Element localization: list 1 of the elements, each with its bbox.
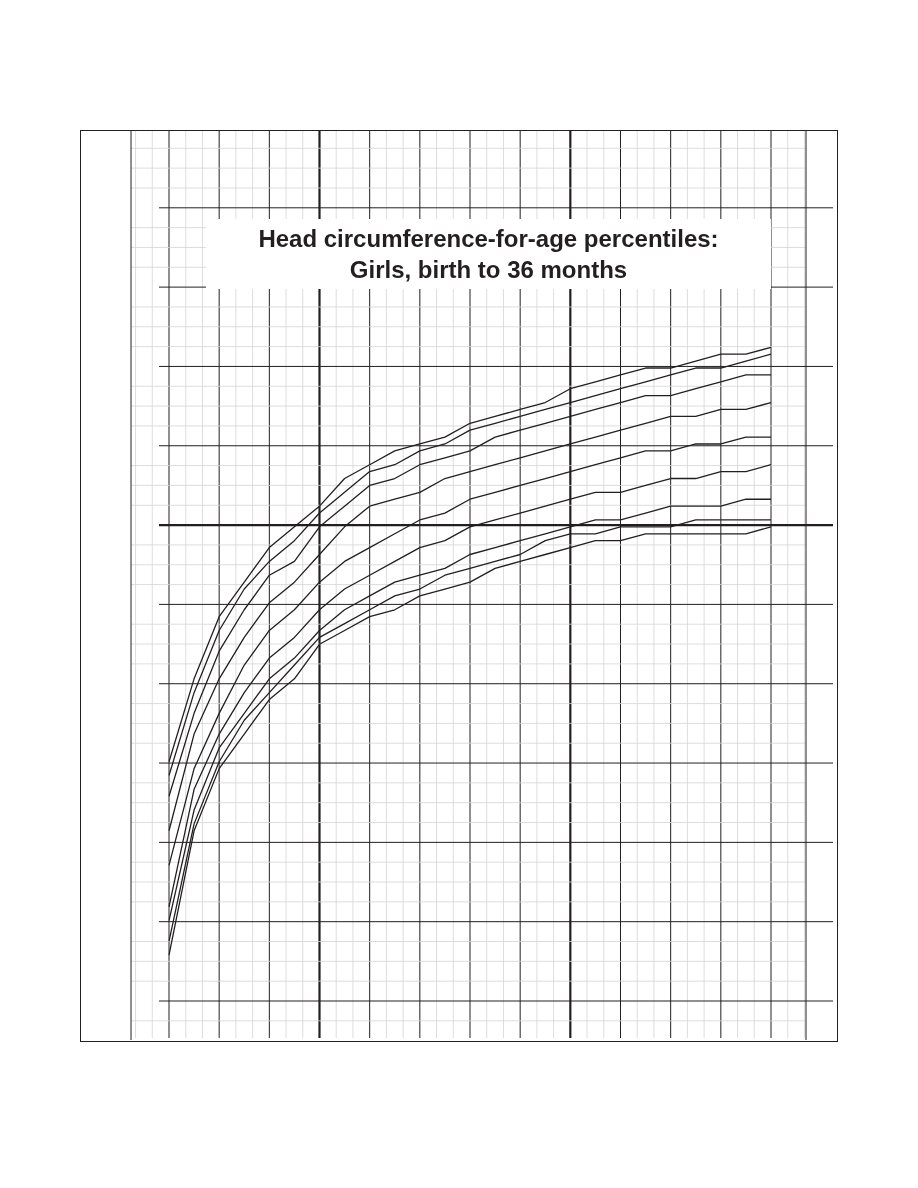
chart-title: Head circumference-for-age percentiles: Girls, birth to 36 months <box>206 219 771 289</box>
